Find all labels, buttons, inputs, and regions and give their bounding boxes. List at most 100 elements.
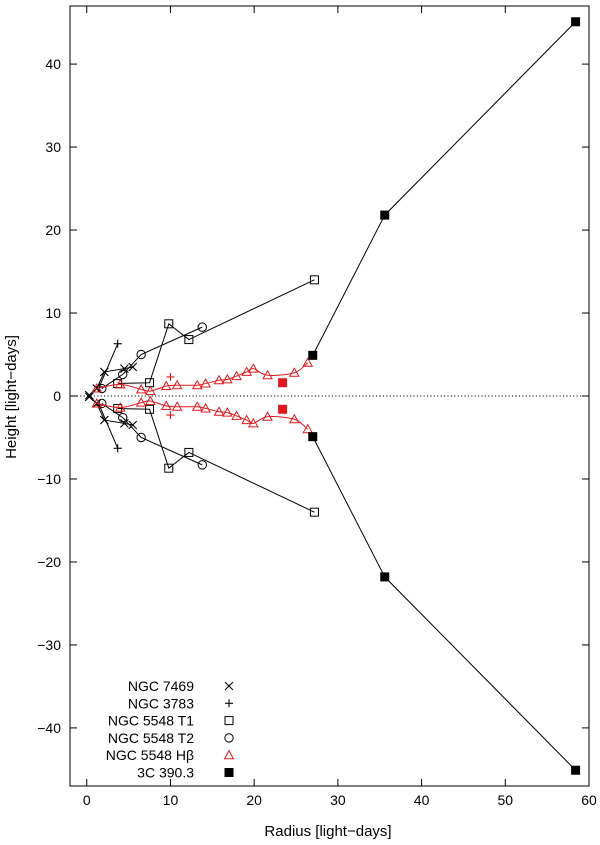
x-tick-label: 10 bbox=[163, 792, 179, 808]
ngc-7469-point bbox=[84, 392, 94, 402]
ngc-5548-h-point bbox=[247, 363, 259, 373]
legend-marker-ngc-7469-stroke bbox=[224, 681, 234, 691]
ngc-5548-h-point bbox=[135, 383, 147, 394]
ngc-7469-point bbox=[120, 364, 129, 374]
legend-label-3c-390-3: 3C 390.3 bbox=[137, 765, 194, 781]
y-tick-label: 40 bbox=[45, 56, 61, 72]
ngc-5548-h-point bbox=[213, 374, 225, 385]
ngc-5548-h-point bbox=[200, 402, 211, 413]
legend-label-ngc-3783: NGC 3783 bbox=[128, 695, 194, 711]
ngc-5548-h-point bbox=[222, 407, 233, 417]
ngc-5548-h-point bbox=[231, 370, 242, 381]
ngc-5548-t2-point bbox=[136, 432, 146, 443]
ngc-5548-t2-point bbox=[197, 322, 207, 332]
ngc-5548-h-point bbox=[302, 423, 314, 434]
ngc-5548-h-point bbox=[247, 417, 259, 428]
series-ngc-5548-t2 bbox=[97, 322, 207, 470]
x-tick-label: 0 bbox=[83, 792, 91, 808]
3c-390-3-point bbox=[571, 765, 581, 775]
y-tick-label: 20 bbox=[45, 222, 61, 238]
ngc-7469-point-stroke bbox=[128, 420, 138, 430]
series-3c-390-3 bbox=[308, 17, 581, 775]
3c-390-3-point bbox=[380, 210, 390, 220]
x-tick-label: 30 bbox=[330, 792, 346, 808]
ngc-7469-point bbox=[128, 420, 138, 430]
y-tick-label: −10 bbox=[37, 471, 61, 487]
legend-marker-ngc-7469 bbox=[224, 681, 234, 691]
ngc-5548-h-point bbox=[160, 380, 172, 391]
ngc-5548-t1-point bbox=[164, 463, 174, 473]
ngc-7469-point-stroke bbox=[99, 415, 109, 425]
x-tick-label: 60 bbox=[581, 792, 597, 808]
y-tick-label: 30 bbox=[45, 139, 61, 155]
ngc-5548-t2-upper-line bbox=[101, 326, 203, 389]
ngc-5548-t1-point bbox=[309, 507, 319, 517]
ngc-5548-h-point bbox=[91, 397, 103, 408]
3c-390-3-upper-line bbox=[312, 21, 576, 356]
ngc-5548-h-extra-point bbox=[278, 378, 288, 388]
y-tick-label: −30 bbox=[37, 637, 61, 653]
legend-label-ngc-7469: NGC 7469 bbox=[128, 678, 194, 694]
3c-390-3-point bbox=[380, 572, 390, 582]
ngc-5548-t1-point bbox=[145, 404, 155, 414]
ngc-5548-h-point bbox=[135, 397, 147, 407]
ngc-5548-h-point bbox=[213, 406, 225, 416]
ngc-7469-point-stroke bbox=[128, 362, 138, 372]
ngc-5548-t1-point bbox=[184, 335, 194, 345]
3c-390-3-point bbox=[308, 350, 318, 360]
ngc-5548-t2-point bbox=[118, 412, 128, 423]
legend-marker-ngc-5548-h bbox=[223, 749, 235, 760]
x-tick-label: 40 bbox=[414, 792, 430, 808]
legend-label-ngc-5548-h: NGC 5548 Hβ bbox=[106, 747, 194, 763]
ngc-5548-h-point bbox=[288, 367, 300, 377]
legend-marker-ngc-3783 bbox=[225, 699, 233, 708]
ngc-3783-lower-line bbox=[98, 404, 119, 449]
ngc-7469-point-stroke bbox=[120, 364, 129, 374]
ngc-5548-h-lower-line bbox=[96, 400, 309, 430]
ngc-5548-h-point bbox=[191, 401, 203, 411]
ngc-5548-t1-point bbox=[309, 275, 319, 285]
legend-marker-ngc-5548-t1 bbox=[224, 716, 234, 726]
ngc-5548-h-extra-point bbox=[278, 404, 288, 414]
y-tick-label: −40 bbox=[37, 720, 61, 736]
ngc-7469-point-stroke bbox=[84, 392, 94, 402]
legend-marker-3c-390-3 bbox=[224, 768, 234, 777]
ngc-5548-h-extra-point bbox=[166, 372, 175, 381]
ngc-5548-h-extra-point bbox=[166, 411, 175, 420]
series-layer bbox=[84, 17, 581, 775]
ngc-5548-h-point bbox=[241, 414, 252, 425]
3c-390-3-point bbox=[308, 432, 318, 442]
ngc-7469-point bbox=[128, 362, 138, 372]
legend-label-ngc-5548-t2: NGC 5548 T2 bbox=[108, 730, 194, 746]
ngc-5548-t1-point bbox=[145, 378, 155, 388]
ngc-3783-upper-line bbox=[98, 343, 119, 388]
ngc-3783-point bbox=[113, 339, 122, 348]
x-tick-label: 50 bbox=[498, 792, 514, 808]
ngc-5548-t1-point bbox=[113, 403, 123, 413]
ngc-5548-h-point bbox=[262, 411, 273, 421]
ngc-5548-t2-point bbox=[136, 349, 146, 360]
ngc-5548-h-point bbox=[114, 402, 126, 412]
x-axis-label: Radius [light−days] bbox=[264, 823, 391, 840]
ngc-5548-t2-point bbox=[118, 369, 128, 380]
ngc-3783-point bbox=[113, 444, 122, 453]
ngc-5548-h-point bbox=[288, 413, 300, 424]
ngc-5548-h-point bbox=[145, 395, 156, 405]
y-tick-label: −20 bbox=[37, 554, 61, 570]
ngc-5548-t1-upper-line bbox=[117, 279, 315, 385]
ngc-7469-point bbox=[120, 418, 129, 428]
ngc-5548-h-point bbox=[171, 401, 183, 411]
legend-label-ngc-5548-t1: NGC 5548 T1 bbox=[108, 713, 194, 729]
ngc-5548-t2-point bbox=[197, 460, 207, 470]
series-ngc-5548-t1 bbox=[113, 275, 319, 517]
3c-390-3-lower-line bbox=[312, 436, 576, 771]
ngc-5548-h-upper-line bbox=[96, 362, 309, 392]
y-tick-label: 0 bbox=[53, 388, 61, 404]
y-axis-label: Height [light−days] bbox=[3, 335, 20, 459]
ngc-5548-h-point bbox=[91, 383, 103, 393]
ngc-5548-h-point bbox=[200, 378, 211, 388]
legend-marker-ngc-5548-t2 bbox=[224, 733, 234, 743]
ngc-5548-t1-point bbox=[164, 319, 174, 329]
